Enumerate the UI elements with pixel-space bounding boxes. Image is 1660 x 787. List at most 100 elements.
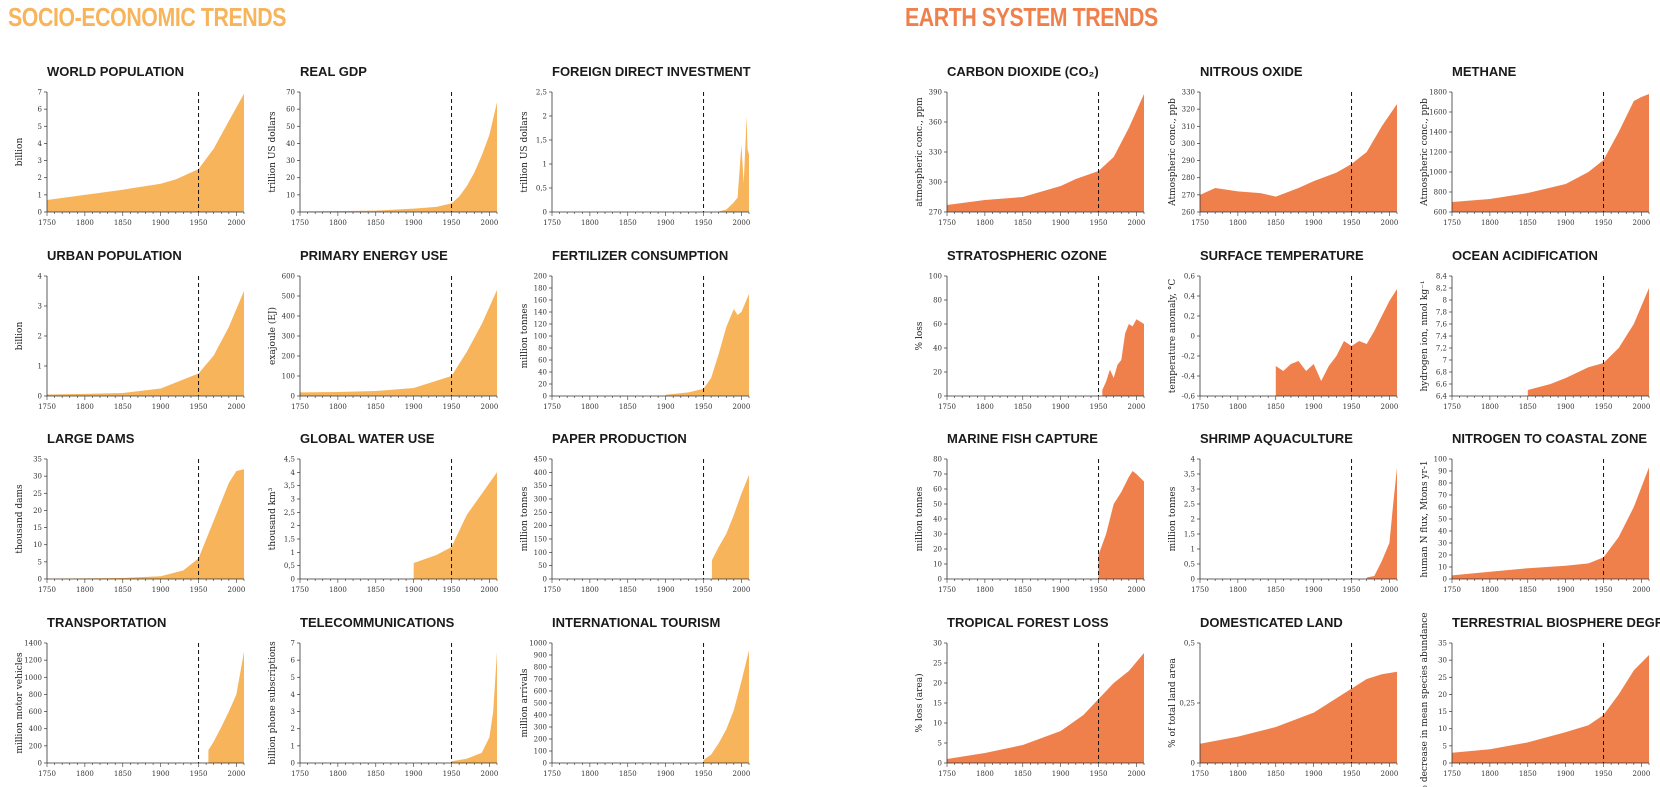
x-tick-label: 1850 [1014,219,1032,227]
x-tick-label: 1950 [1090,586,1108,594]
data-area [1200,671,1397,763]
y-tick-label: 100 [929,273,942,281]
chart-title: TELECOMMUNICATIONS [300,615,455,630]
y-tick-label: 30 [933,531,942,539]
y-tick-label: 70 [933,471,942,479]
x-tick-label: 1750 [1191,219,1209,227]
y-tick-label: 100 [534,748,547,756]
y-tick-label: 4 [38,140,43,148]
x-tick-label: 1950 [443,770,461,778]
y-tick-label: 0 [38,576,42,584]
y-tick-label: 8 [1443,297,1447,305]
x-tick-label: 1750 [1191,586,1209,594]
y-tick-label: 390 [929,89,942,97]
y-tick-label: 0 [1191,333,1195,341]
y-tick-label: 150 [534,536,547,544]
x-tick-label: 1800 [581,770,599,778]
y-tick-label: 1 [38,191,42,199]
x-tick-label: 1900 [405,586,423,594]
data-area [665,294,749,396]
x-tick-label: 1900 [152,219,170,227]
y-axis-label: billion phone subscriptions [268,641,278,765]
y-tick-label: 80 [933,456,942,464]
x-tick-label: 2000 [1633,403,1651,411]
x-tick-label: 2000 [228,219,246,227]
x-tick-label: 2000 [733,586,751,594]
y-axis-label: hydrogen ion, nmol kg⁻¹ [1420,281,1430,392]
chart-foreign-direct-investment: FOREIGN DIRECT INVESTMENT 0 0,5 1 1,5 2 2,5 175… [520,64,751,227]
x-tick-label: 1950 [1343,219,1361,227]
x-tick-label: 1750 [1191,770,1209,778]
y-tick-label: 3 [291,496,295,504]
x-tick-label: 1850 [114,770,132,778]
x-tick-label: 1900 [152,770,170,778]
chart-title: WORLD POPULATION [47,64,184,79]
data-area [703,650,749,763]
y-axis-label: temperature anomaly, °C [1168,279,1178,394]
x-tick-label: 1850 [619,219,637,227]
x-tick-label: 1850 [1519,219,1537,227]
x-tick-label: 1750 [938,403,956,411]
y-tick-label: 1,5 [284,536,295,544]
y-tick-label: 0 [38,393,42,401]
y-tick-label: 1000 [1429,169,1447,177]
y-tick-label: 10 [1438,725,1447,733]
data-area [451,651,497,763]
x-tick-label: 2000 [481,219,499,227]
y-tick-label: 0 [543,209,547,217]
y-tick-label: 100 [534,333,547,341]
y-tick-label: 15 [1438,708,1447,716]
y-axis-label: thousand dams [15,484,25,554]
x-tick-label: 1950 [1090,770,1108,778]
y-axis-label: million tonnes [915,486,925,551]
data-area [711,475,749,579]
chart-shrimp-aquaculture: SHRIMP AQUACULTURE 0 0,5 1 1,5 2 2,5 3 3,5 4 1750 1… [1168,431,1398,594]
y-tick-label: 10 [286,191,295,199]
y-axis-label: Atmospheric conc., ppb [1168,98,1178,207]
chart-title: DOMESTICATED LAND [1200,615,1343,630]
y-tick-label: -0,6 [1182,393,1196,401]
y-tick-label: 270 [1182,191,1195,199]
y-tick-label: 2 [291,522,295,530]
y-axis-label: million tonnes [520,486,530,551]
y-tick-label: 5 [291,674,295,682]
x-tick-label: 1850 [114,586,132,594]
x-tick-label: 1850 [619,586,637,594]
y-tick-label: 1,5 [1184,531,1195,539]
chart-title: PAPER PRODUCTION [552,431,687,446]
x-tick-label: 1900 [1305,586,1323,594]
y-tick-label: 40 [286,140,295,148]
x-tick-label: 1800 [976,219,994,227]
data-area [1102,319,1144,396]
y-tick-label: 35 [1438,640,1447,648]
y-tick-label: 800 [534,664,547,672]
y-tick-label: 20 [33,507,42,515]
x-tick-label: 1950 [695,586,713,594]
x-tick-label: 1950 [1595,586,1613,594]
x-tick-label: 2000 [228,403,246,411]
chart-title: METHANE [1452,64,1517,79]
data-area [1275,289,1397,396]
x-tick-label: 1750 [291,770,309,778]
chart-title: OCEAN ACIDIFICATION [1452,248,1598,263]
data-area [300,102,497,212]
y-tick-label: 20 [1438,691,1447,699]
x-tick-label: 1750 [38,219,56,227]
y-tick-label: 0 [38,760,42,768]
y-axis-label: Atmospheric conc., ppb [1420,98,1430,207]
y-tick-label: 0,4 [1184,293,1196,301]
chart-carbon-dioxide: CARBON DIOXIDE (CO₂) 270 300 330 360 390 1750 1… [915,64,1145,227]
chart-world-population: WORLD POPULATION 0 1 2 3 4 5 6 7 1750 1800 1850 1900… [15,64,245,227]
chart-domesticated-land: DOMESTICATED LAND 0 0,25 0,5 1750 1800 1850 190… [1168,615,1398,778]
x-tick-label: 1800 [976,403,994,411]
y-tick-label: 20 [538,381,547,389]
chart-title: REAL GDP [300,64,367,79]
y-tick-label: 3 [38,303,42,311]
y-tick-label: 400 [29,725,42,733]
x-tick-label: 2000 [733,403,751,411]
y-tick-label: 60 [1438,504,1447,512]
y-tick-label: 300 [534,496,547,504]
x-tick-label: 1750 [38,586,56,594]
y-tick-label: 10 [1438,564,1447,572]
y-tick-label: 300 [929,179,942,187]
